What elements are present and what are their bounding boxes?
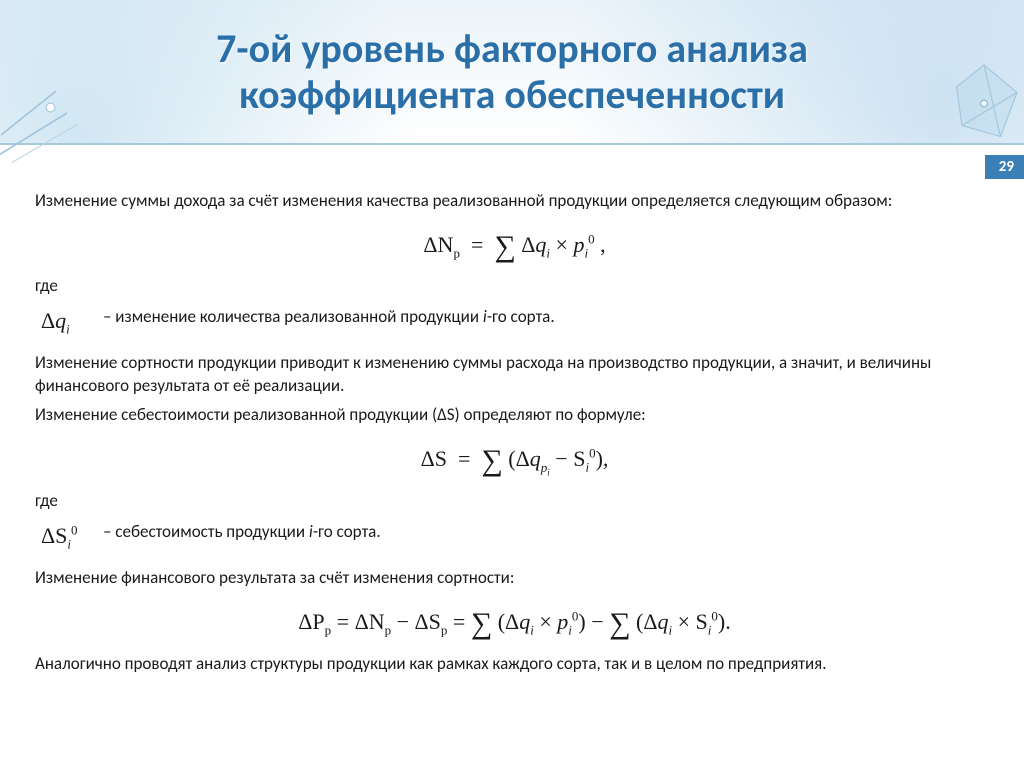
- paragraph-cost-change: Изменение себестоимости реализованной пр…: [35, 404, 994, 427]
- formula-delta-pp: ΔPp = ΔNp − ΔSp = ∑ (Δqi × pi0) − ∑ (Δqi…: [35, 600, 994, 641]
- slide-body: Изменение суммы дохода за счёт изменения…: [0, 145, 1024, 702]
- title-line-2: коэффициента обеспеченности: [239, 70, 785, 119]
- where-row-1: Δqi – изменение количества реализованной…: [35, 306, 994, 338]
- where-row-2: ΔSi0 – себестоимость продукции i-го сорт…: [35, 521, 994, 553]
- header-deco-right: [929, 43, 1024, 153]
- where-symbol-dqi: Δqi: [35, 306, 85, 338]
- paragraph-conclusion: Аналогично проводят анализ структуры про…: [35, 653, 994, 676]
- where-label-1: где: [35, 275, 994, 298]
- where-symbol-dsi: ΔSi0: [35, 521, 85, 553]
- slide-header: 7-ой уровень факторного анализа коэффици…: [0, 0, 1024, 145]
- where-label-2: где: [35, 490, 994, 513]
- formula-delta-np: ΔNp = ∑ Δqi × pi0 ,: [35, 223, 994, 264]
- paragraph-fin-result: Изменение финансового результата за счёт…: [35, 567, 994, 590]
- paragraph-intro: Изменение суммы дохода за счёт изменения…: [35, 190, 994, 213]
- paragraph-sort-change: Изменение сортности продукции приводит к…: [35, 352, 994, 398]
- slide-title: 7-ой уровень факторного анализа коэффици…: [216, 26, 808, 118]
- page-number-badge: 29: [985, 155, 1024, 179]
- where-text-1: – изменение количества реализованной про…: [103, 306, 555, 329]
- where-text-2: – себестоимость продукции i-го сорта.: [103, 521, 381, 544]
- formula-delta-s: ΔS = ∑ (Δqpi − Si0),: [35, 437, 994, 478]
- title-line-1: 7-ой уровень факторного анализа: [216, 24, 808, 73]
